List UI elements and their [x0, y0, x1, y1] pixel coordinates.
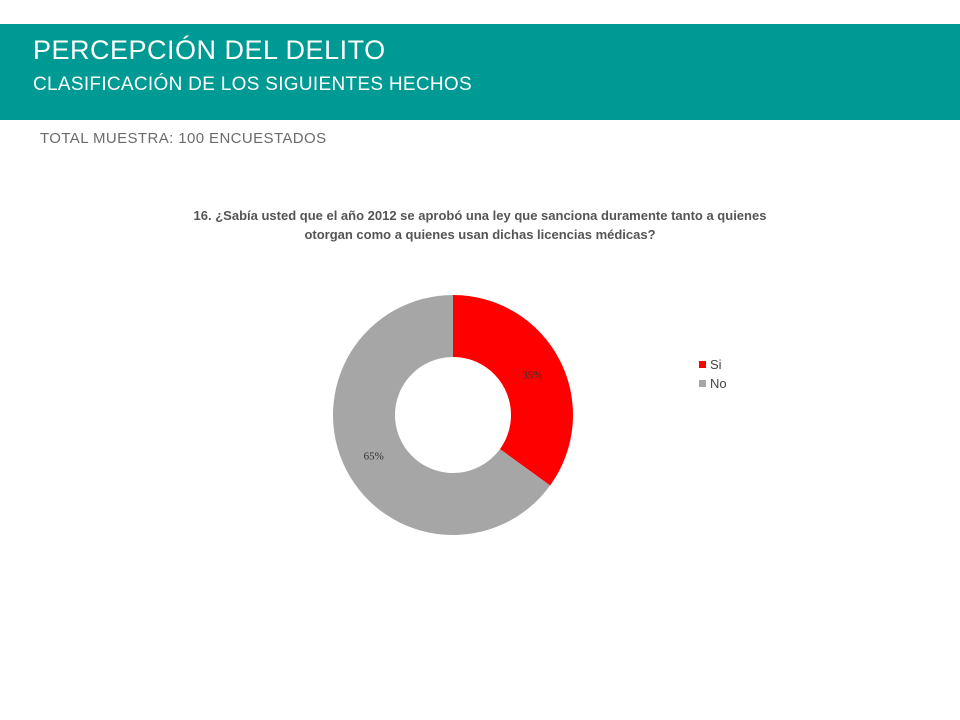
page-subtitle: CLASIFICACIÓN DE LOS SIGUIENTES HECHOS	[33, 74, 472, 95]
chart-title: 16. ¿Sabía usted que el año 2012 se apro…	[193, 208, 767, 242]
donut-slice-no	[332, 295, 551, 535]
legend-item-no: No	[699, 374, 727, 393]
header-band	[0, 24, 960, 120]
donut-slice-si	[453, 295, 573, 486]
legend-swatch-no	[699, 380, 706, 387]
page-title: PERCEPCIÓN DEL DELITO	[33, 35, 386, 65]
legend-label-no: No	[710, 376, 727, 391]
legend-item-si: Si	[699, 355, 727, 374]
legend-label-si: Si	[710, 357, 722, 372]
legend-swatch-si	[699, 361, 706, 368]
data-label-si: 35%	[522, 370, 542, 382]
sample-size-note: TOTAL MUESTRA: 100 ENCUESTADOS	[40, 130, 327, 147]
chart-legend: Si No	[699, 355, 727, 393]
data-label-no: 65%	[364, 450, 384, 462]
